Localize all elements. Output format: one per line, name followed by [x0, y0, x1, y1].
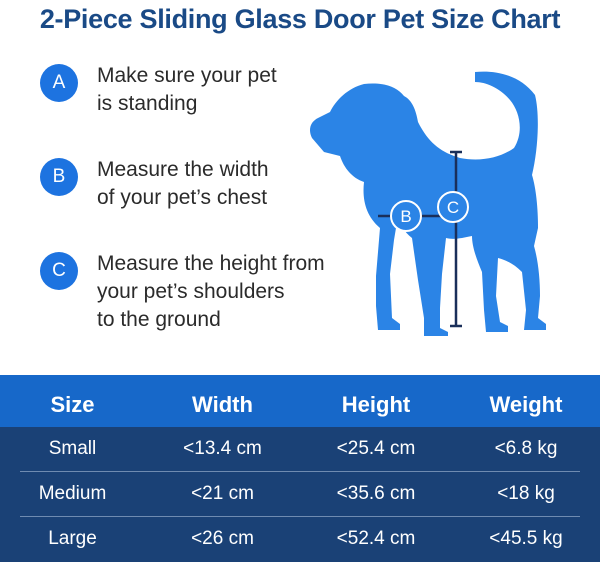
row-divider [20, 516, 580, 517]
cell-weight: <18 kg [497, 483, 555, 504]
table-body: Small <13.4 cm <25.4 cm <6.8 kg Medium <… [0, 427, 600, 562]
cell-height: <25.4 cm [336, 438, 416, 459]
table-row: Medium <21 cm <35.6 cm <18 kg [0, 472, 600, 516]
step-b-badge: B [40, 158, 78, 196]
marker-b-label: B [400, 207, 411, 226]
marker-c-label: C [447, 198, 459, 217]
cell-weight: <6.8 kg [494, 438, 558, 459]
step-b-line-1: Measure the width [97, 158, 269, 181]
header-size: Size [50, 392, 95, 417]
row-divider [20, 471, 580, 472]
header-weight: Weight [489, 392, 563, 417]
table-row: Small <13.4 cm <25.4 cm <6.8 kg [0, 427, 600, 471]
step-b-line-2: of your pet’s chest [97, 186, 268, 209]
cell-height: <35.6 cm [336, 483, 416, 504]
table-row: Large <26 cm <52.4 cm <45.5 kg [0, 517, 600, 561]
step-c-line-3: to the ground [97, 308, 221, 331]
cell-weight: <45.5 kg [489, 528, 563, 549]
dog-silhouette-icon [310, 71, 546, 336]
step-a-text: Make sure your pet is standing [97, 62, 367, 118]
header-width: Width [192, 392, 253, 417]
step-a-badge: A [40, 64, 78, 102]
size-table: Size Width Height Weight Small <13.4 cm … [0, 375, 600, 562]
step-b-text: Measure the width of your pet’s chest [97, 156, 367, 212]
cell-width: <13.4 cm [183, 438, 262, 459]
header-height: Height [341, 392, 411, 417]
step-c-badge: C [40, 252, 78, 290]
cell-height: <52.4 cm [336, 528, 416, 549]
step-a-line-1: Make sure your pet [97, 64, 277, 87]
cell-width: <21 cm [191, 483, 254, 504]
step-c-text: Measure the height from your pet’s shoul… [97, 250, 367, 334]
page-title: 2-Piece Sliding Glass Door Pet Size Char… [39, 4, 561, 34]
step-a-line-2: is standing [97, 92, 198, 115]
cell-size: Medium [38, 483, 107, 504]
dog-measurement-diagram: B C [310, 71, 546, 336]
cell-width: <26 cm [191, 528, 254, 549]
table-header: Size Width Height Weight [0, 375, 600, 427]
step-c-line-1: Measure the height from [97, 252, 325, 275]
step-c-line-2: your pet’s shoulders [97, 280, 285, 303]
marker-c-circle [437, 191, 469, 223]
cell-size: Small [48, 438, 97, 459]
marker-b-circle [390, 200, 422, 232]
cell-size: Large [48, 528, 97, 549]
